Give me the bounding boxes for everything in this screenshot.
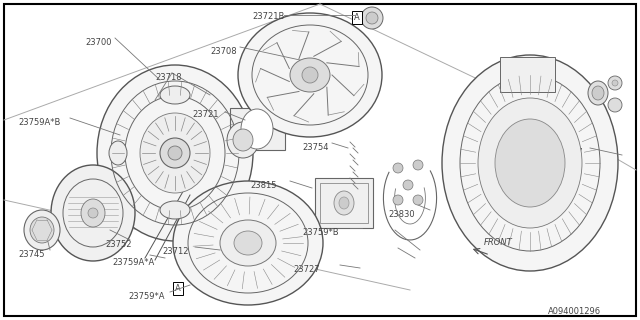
Ellipse shape	[81, 199, 105, 227]
Circle shape	[366, 12, 378, 24]
Text: 23700: 23700	[85, 38, 111, 47]
Ellipse shape	[97, 65, 253, 241]
Circle shape	[413, 160, 423, 170]
Ellipse shape	[290, 58, 330, 92]
Text: 23721B: 23721B	[252, 12, 284, 21]
Ellipse shape	[160, 86, 190, 104]
Ellipse shape	[442, 55, 618, 271]
Circle shape	[612, 80, 618, 86]
Ellipse shape	[51, 165, 135, 261]
Bar	[320, 183, 368, 223]
Text: 23759A*A: 23759A*A	[112, 258, 154, 267]
Text: 23759*B: 23759*B	[302, 228, 339, 237]
Text: 23727: 23727	[293, 265, 319, 274]
Ellipse shape	[109, 141, 127, 165]
Text: 23815: 23815	[250, 181, 276, 190]
Ellipse shape	[238, 13, 382, 137]
Polygon shape	[230, 108, 285, 150]
Bar	[315, 178, 373, 228]
Ellipse shape	[339, 197, 349, 209]
Ellipse shape	[227, 122, 259, 158]
Circle shape	[160, 138, 190, 168]
Ellipse shape	[234, 231, 262, 255]
Ellipse shape	[160, 201, 190, 219]
Circle shape	[393, 195, 403, 205]
Text: A: A	[175, 284, 181, 293]
Ellipse shape	[24, 210, 60, 250]
Text: 23745: 23745	[18, 250, 45, 259]
Text: 23830: 23830	[388, 210, 415, 219]
Ellipse shape	[220, 220, 276, 266]
Circle shape	[361, 7, 383, 29]
Ellipse shape	[478, 98, 582, 228]
Ellipse shape	[241, 109, 273, 149]
Text: 23759A*B: 23759A*B	[18, 118, 60, 127]
Ellipse shape	[334, 191, 354, 215]
Circle shape	[168, 146, 182, 160]
Ellipse shape	[592, 86, 604, 100]
Circle shape	[88, 208, 98, 218]
Ellipse shape	[233, 129, 253, 151]
Text: 23718: 23718	[155, 73, 182, 82]
Text: A094001296: A094001296	[548, 307, 601, 316]
Circle shape	[403, 180, 413, 190]
Ellipse shape	[588, 81, 608, 105]
Text: 23754: 23754	[302, 143, 328, 152]
Ellipse shape	[495, 119, 565, 207]
Ellipse shape	[140, 113, 210, 193]
Circle shape	[393, 163, 403, 173]
Bar	[500, 57, 555, 92]
Circle shape	[413, 195, 423, 205]
Ellipse shape	[173, 181, 323, 305]
Text: 23712: 23712	[162, 247, 189, 256]
Text: A: A	[354, 13, 360, 22]
Text: 23721: 23721	[192, 110, 218, 119]
Ellipse shape	[30, 217, 54, 243]
Circle shape	[608, 98, 622, 112]
Circle shape	[302, 67, 318, 83]
Circle shape	[608, 76, 622, 90]
Text: 23752: 23752	[105, 240, 131, 249]
Text: 23797: 23797	[556, 148, 582, 157]
Text: FRONT: FRONT	[484, 238, 513, 247]
Text: 23759*A: 23759*A	[128, 292, 164, 301]
Text: 23708: 23708	[210, 47, 237, 56]
